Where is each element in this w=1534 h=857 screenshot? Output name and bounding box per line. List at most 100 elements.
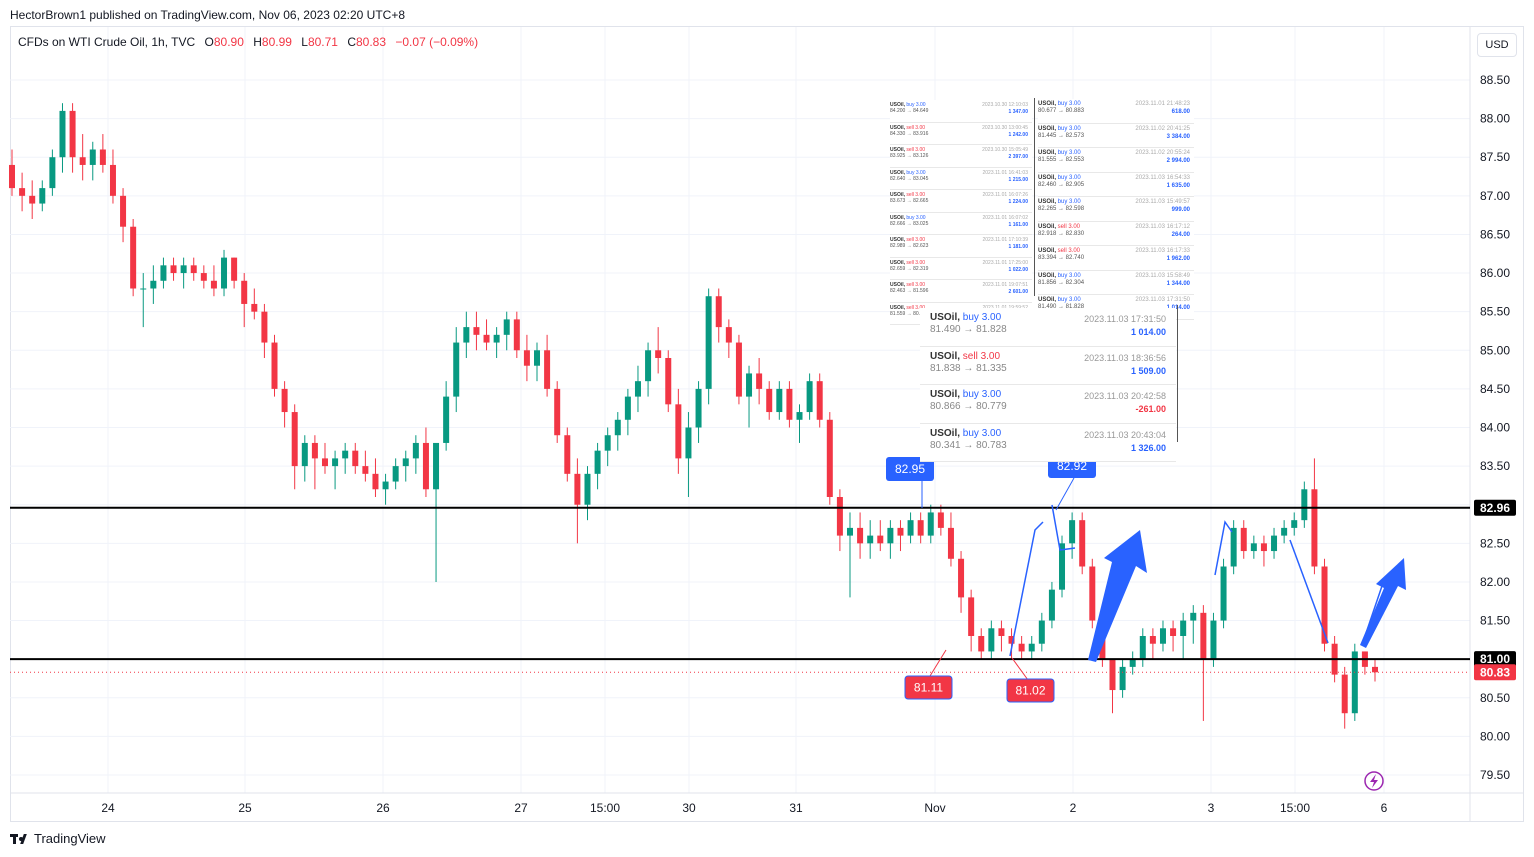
x-tick-label: 26 [376,801,390,815]
candles [9,103,1378,729]
y-tick-label: 82.00 [1480,575,1510,589]
low-label: L [301,35,308,49]
callout-pointers [921,477,1075,511]
trade-symbol: USOil, [1038,199,1058,205]
open-value: 80.90 [213,35,244,49]
lightning-icon [1364,771,1384,791]
candle [1079,512,1086,575]
trade-pnl: 1 509.00 [1130,365,1166,376]
trade-pnl: 1 224.00 [1008,199,1028,205]
currency-button[interactable]: USD [1477,33,1517,57]
trade-row: USOil, buy 3.00 84.200 → 84.649 2023.10.30… [890,100,1032,123]
trade-pnl: -261.00 [1135,404,1166,414]
candle [806,373,813,420]
level-axis-label [1474,499,1516,516]
trade-row: USOil, buy 3.00 81.490 → 81.828 2023.11.03… [920,308,1176,347]
candle [200,265,207,289]
candle [645,342,652,397]
trade-symbol: USOil, [1038,248,1058,254]
trade-prices: 81.445 → 82.573 [1038,132,1085,139]
trade-row: USOil, sell 3.00 82.659 → 82.319 2023.11.0… [890,258,1032,280]
trade-panel-small-right: USOil, buy 3.00 80.677 → 80.883 2023.11.01… [1038,99,1194,320]
candle [564,427,571,482]
trade-symbol: USOil, [1038,150,1058,156]
candle [1008,628,1015,660]
candle [786,381,793,428]
candle [483,319,490,351]
candle [534,342,541,382]
trade-pnl: 1 635.00 [1166,182,1190,189]
candle [634,365,641,413]
candle [382,473,389,505]
candle [978,628,985,660]
trade-pnl: 1 161.00 [1008,221,1028,228]
trade-row: USOil, buy 3.00 80.866 → 80.779 2023.11.03… [920,385,1176,424]
trade-row: USOil, buy 3.00 82.265 → 82.598 2023.11.03… [1038,197,1194,222]
trade-side: buy 3.00 [1057,297,1081,303]
footer-brand[interactable]: TradingView [10,831,106,846]
candle [1372,659,1378,682]
candle [1129,651,1136,675]
high-label: H [253,35,262,49]
trade-row: USOil, buy 3.00 81.555 → 82.553 2023.11.02… [1038,148,1194,173]
candle [937,504,944,536]
trade-pnl: 1 962.00 [1166,256,1190,262]
candle [877,520,884,552]
trade-row: USOil, sell 3.00 83.394 → 82.740 2023.11.0… [1038,246,1194,271]
trade-prices: 82.463 → 81.596 [890,288,929,294]
trade-side: buy 3.00 [1057,174,1081,181]
trade-side: buy 3.00 [1057,199,1081,205]
x-tick-label: 24 [101,801,115,815]
trade-prices: 83.925 → 83.126 [890,153,929,159]
candle [493,327,500,358]
trade-symbol: USOil, [1038,223,1058,230]
close-label: C [347,35,356,49]
trade-side: buy 3.00 [1057,125,1081,132]
candle [675,388,682,474]
trade-side: sell 3.00 [906,147,926,153]
trade-date: 2023.11.03 16:17:12 [1135,223,1190,230]
candle [1281,520,1288,544]
candle [140,273,147,328]
candle [332,450,339,490]
grid [10,27,1470,793]
y-tick-label: 87.50 [1480,150,1510,164]
trade-date: 2023.11.01 16:07:26 [982,192,1028,198]
trade-date: 2023.11.01 21:48:23 [1135,101,1190,107]
candle [1291,512,1298,536]
y-tick-label: 84.00 [1480,421,1510,435]
candle [1038,612,1045,652]
trade-symbol: USOil, [1038,297,1058,303]
trade-row: USOil, buy 3.00 82.640 → 83.045 2023.11.01… [890,168,1032,190]
trade-symbol: USOil, [890,214,907,221]
trend-line-up-1 [1009,521,1044,657]
y-tick-label: 81.50 [1480,614,1510,628]
trade-date: 2023.11.03 17:31:50 [1084,314,1166,324]
x-tick-label: 15:00 [590,801,620,815]
y-tick-label: 79.50 [1480,768,1510,782]
candle [604,427,611,467]
close-value: 80.83 [356,35,387,49]
candle [897,520,904,552]
trade-side: sell 3.00 [906,259,926,266]
trade-side: buy 3.00 [906,169,926,176]
trade-side: buy 3.00 [962,389,1002,400]
trade-pnl: 1 181.00 [1008,244,1028,250]
candle [392,458,399,490]
trade-date: 2023.11.02 20:55:24 [1135,150,1190,156]
trade-symbol: USOil, [1038,101,1058,107]
candle [39,180,46,212]
candle [796,404,803,443]
candle [1271,527,1278,559]
trade-symbol: USOil, [890,169,907,176]
trade-date: 2023.11.01 16:07:02 [982,214,1028,221]
candle [624,388,631,436]
candle [130,219,137,297]
trade-pnl: 1 242.00 [1008,131,1028,138]
trade-side: buy 3.00 [962,427,1002,439]
level-axis-text: 81.00 [1480,652,1510,666]
trade-symbol: USOil, [1038,125,1058,132]
trade-prices: 81.838 → 81.335 [930,362,1007,374]
candle [665,350,672,413]
